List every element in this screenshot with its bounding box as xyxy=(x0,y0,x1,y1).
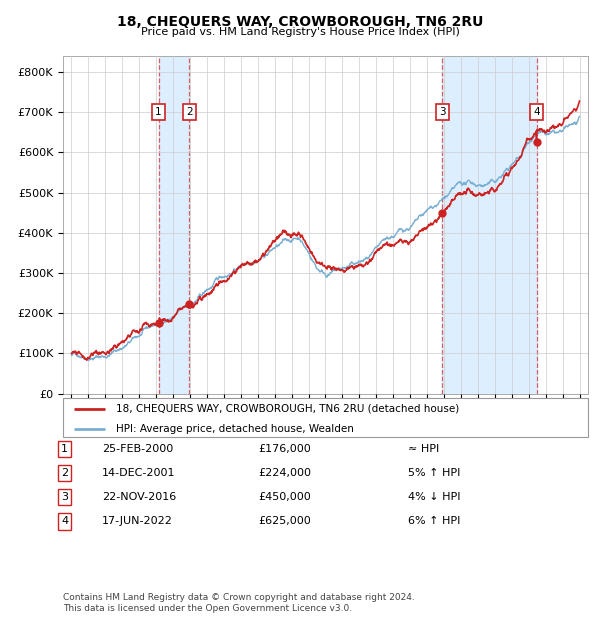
Text: ≈ HPI: ≈ HPI xyxy=(408,444,439,454)
Text: 14-DEC-2001: 14-DEC-2001 xyxy=(102,468,176,478)
Text: 3: 3 xyxy=(439,107,446,117)
Text: 2: 2 xyxy=(61,468,68,478)
Text: Contains HM Land Registry data © Crown copyright and database right 2024.
This d: Contains HM Land Registry data © Crown c… xyxy=(63,593,415,613)
Text: 6% ↑ HPI: 6% ↑ HPI xyxy=(408,516,460,526)
Text: Price paid vs. HM Land Registry's House Price Index (HPI): Price paid vs. HM Land Registry's House … xyxy=(140,27,460,37)
Text: £625,000: £625,000 xyxy=(258,516,311,526)
Text: 25-FEB-2000: 25-FEB-2000 xyxy=(102,444,173,454)
Bar xyxy=(158,56,190,394)
Text: 3: 3 xyxy=(61,492,68,502)
Text: £224,000: £224,000 xyxy=(258,468,311,478)
Bar xyxy=(442,56,536,394)
Text: HPI: Average price, detached house, Wealden: HPI: Average price, detached house, Weal… xyxy=(115,423,353,433)
Text: 4: 4 xyxy=(533,107,540,117)
Text: £176,000: £176,000 xyxy=(258,444,311,454)
Text: 2: 2 xyxy=(186,107,193,117)
Text: 22-NOV-2016: 22-NOV-2016 xyxy=(102,492,176,502)
Text: 17-JUN-2022: 17-JUN-2022 xyxy=(102,516,173,526)
Text: 4: 4 xyxy=(61,516,68,526)
Text: £450,000: £450,000 xyxy=(258,492,311,502)
Text: 18, CHEQUERS WAY, CROWBOROUGH, TN6 2RU: 18, CHEQUERS WAY, CROWBOROUGH, TN6 2RU xyxy=(117,16,483,30)
Text: 18, CHEQUERS WAY, CROWBOROUGH, TN6 2RU (detached house): 18, CHEQUERS WAY, CROWBOROUGH, TN6 2RU (… xyxy=(115,404,459,414)
Text: 4% ↓ HPI: 4% ↓ HPI xyxy=(408,492,461,502)
Text: 1: 1 xyxy=(155,107,162,117)
Text: 5% ↑ HPI: 5% ↑ HPI xyxy=(408,468,460,478)
Text: 1: 1 xyxy=(61,444,68,454)
